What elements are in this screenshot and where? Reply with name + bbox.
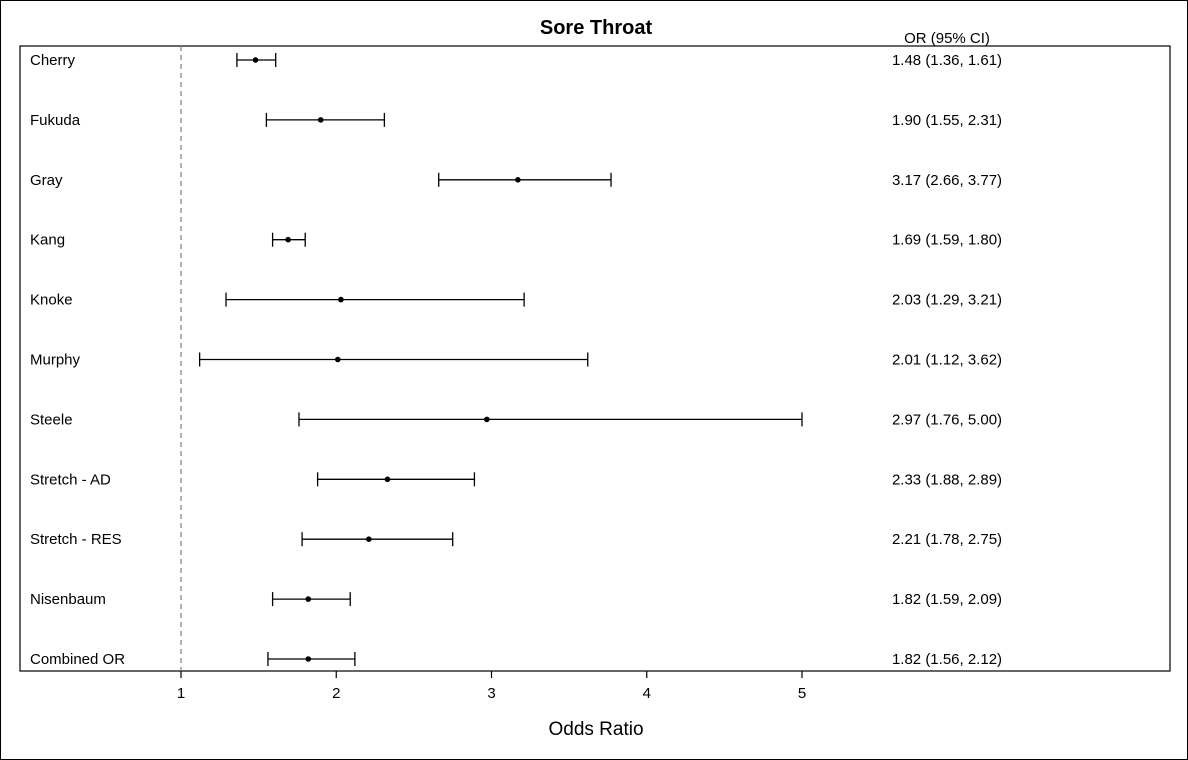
point-estimate	[335, 356, 341, 363]
or-ci-value: 2.21 (1.78, 2.75)	[892, 531, 1002, 548]
or-ci-value: 1.69 (1.59, 1.80)	[892, 232, 1002, 249]
study-row: Stretch - AD 2.33 (1.88, 2.89)	[30, 471, 1002, 488]
study-row: Nisenbaum 1.82 (1.59, 2.09)	[30, 591, 1002, 608]
or-ci-value: 2.01 (1.12, 3.62)	[892, 352, 1002, 369]
x-tick-label: 3	[487, 685, 495, 702]
study-row: Stretch - RES 2.21 (1.78, 2.75)	[30, 531, 1002, 548]
study-row: Cherry 1.48 (1.36, 1.61)	[30, 52, 1002, 69]
study-label: Stretch - AD	[30, 471, 111, 488]
or-ci-value: 2.97 (1.76, 5.00)	[892, 411, 1002, 428]
study-row: Steele 2.97 (1.76, 5.00)	[30, 411, 1002, 428]
study-label: Knoke	[30, 292, 73, 309]
point-estimate	[317, 117, 324, 123]
study-label: Stretch - RES	[30, 531, 122, 548]
point-estimate	[384, 476, 391, 483]
point-estimate	[305, 596, 312, 602]
point-estimate	[305, 656, 312, 662]
or-column-header: OR (95% CI)	[904, 30, 990, 47]
point-estimate	[338, 296, 344, 303]
point-estimate	[484, 416, 490, 423]
x-axis-label: Odds Ratio	[548, 719, 643, 740]
x-tick-label: 5	[798, 685, 806, 702]
or-ci-value: 1.82 (1.56, 2.12)	[892, 651, 1002, 668]
or-ci-value: 1.82 (1.59, 2.09)	[892, 591, 1002, 608]
study-row: Gray 3.17 (2.66, 3.77)	[30, 172, 1002, 189]
study-label: Fukuda	[30, 112, 81, 129]
plot-area	[19, 45, 1171, 672]
study-label: Cherry	[30, 52, 76, 69]
x-tick-label: 1	[177, 685, 185, 702]
study-label: Nisenbaum	[30, 591, 106, 608]
or-ci-value: 1.48 (1.36, 1.61)	[892, 52, 1002, 69]
x-tick-label: 4	[643, 685, 651, 702]
point-estimate	[366, 536, 372, 542]
study-label: Murphy	[30, 352, 81, 369]
point-estimate	[285, 236, 291, 243]
x-tick-label: 2	[332, 685, 340, 702]
or-ci-value: 1.90 (1.55, 2.31)	[892, 112, 1002, 129]
study-row: Fukuda 1.90 (1.55, 2.31)	[30, 112, 1002, 129]
point-estimate	[515, 177, 521, 183]
study-row: Murphy 2.01 (1.12, 3.62)	[30, 352, 1002, 369]
study-label: Gray	[30, 172, 63, 189]
point-estimate	[252, 57, 259, 63]
or-ci-value: 2.33 (1.88, 2.89)	[892, 471, 1002, 488]
chart-title: Sore Throat	[540, 17, 653, 39]
study-label: Kang	[30, 232, 65, 249]
or-ci-value: 2.03 (1.29, 3.21)	[892, 292, 1002, 309]
study-label: Steele	[30, 411, 73, 428]
or-ci-value: 3.17 (2.66, 3.77)	[892, 172, 1002, 189]
study-row: Knoke 2.03 (1.29, 3.21)	[30, 292, 1002, 309]
study-row: Kang 1.69 (1.59, 1.80)	[30, 232, 1002, 249]
study-label: Combined OR	[30, 651, 125, 668]
study-row: Combined OR 1.82 (1.56, 2.12)	[30, 651, 1002, 668]
